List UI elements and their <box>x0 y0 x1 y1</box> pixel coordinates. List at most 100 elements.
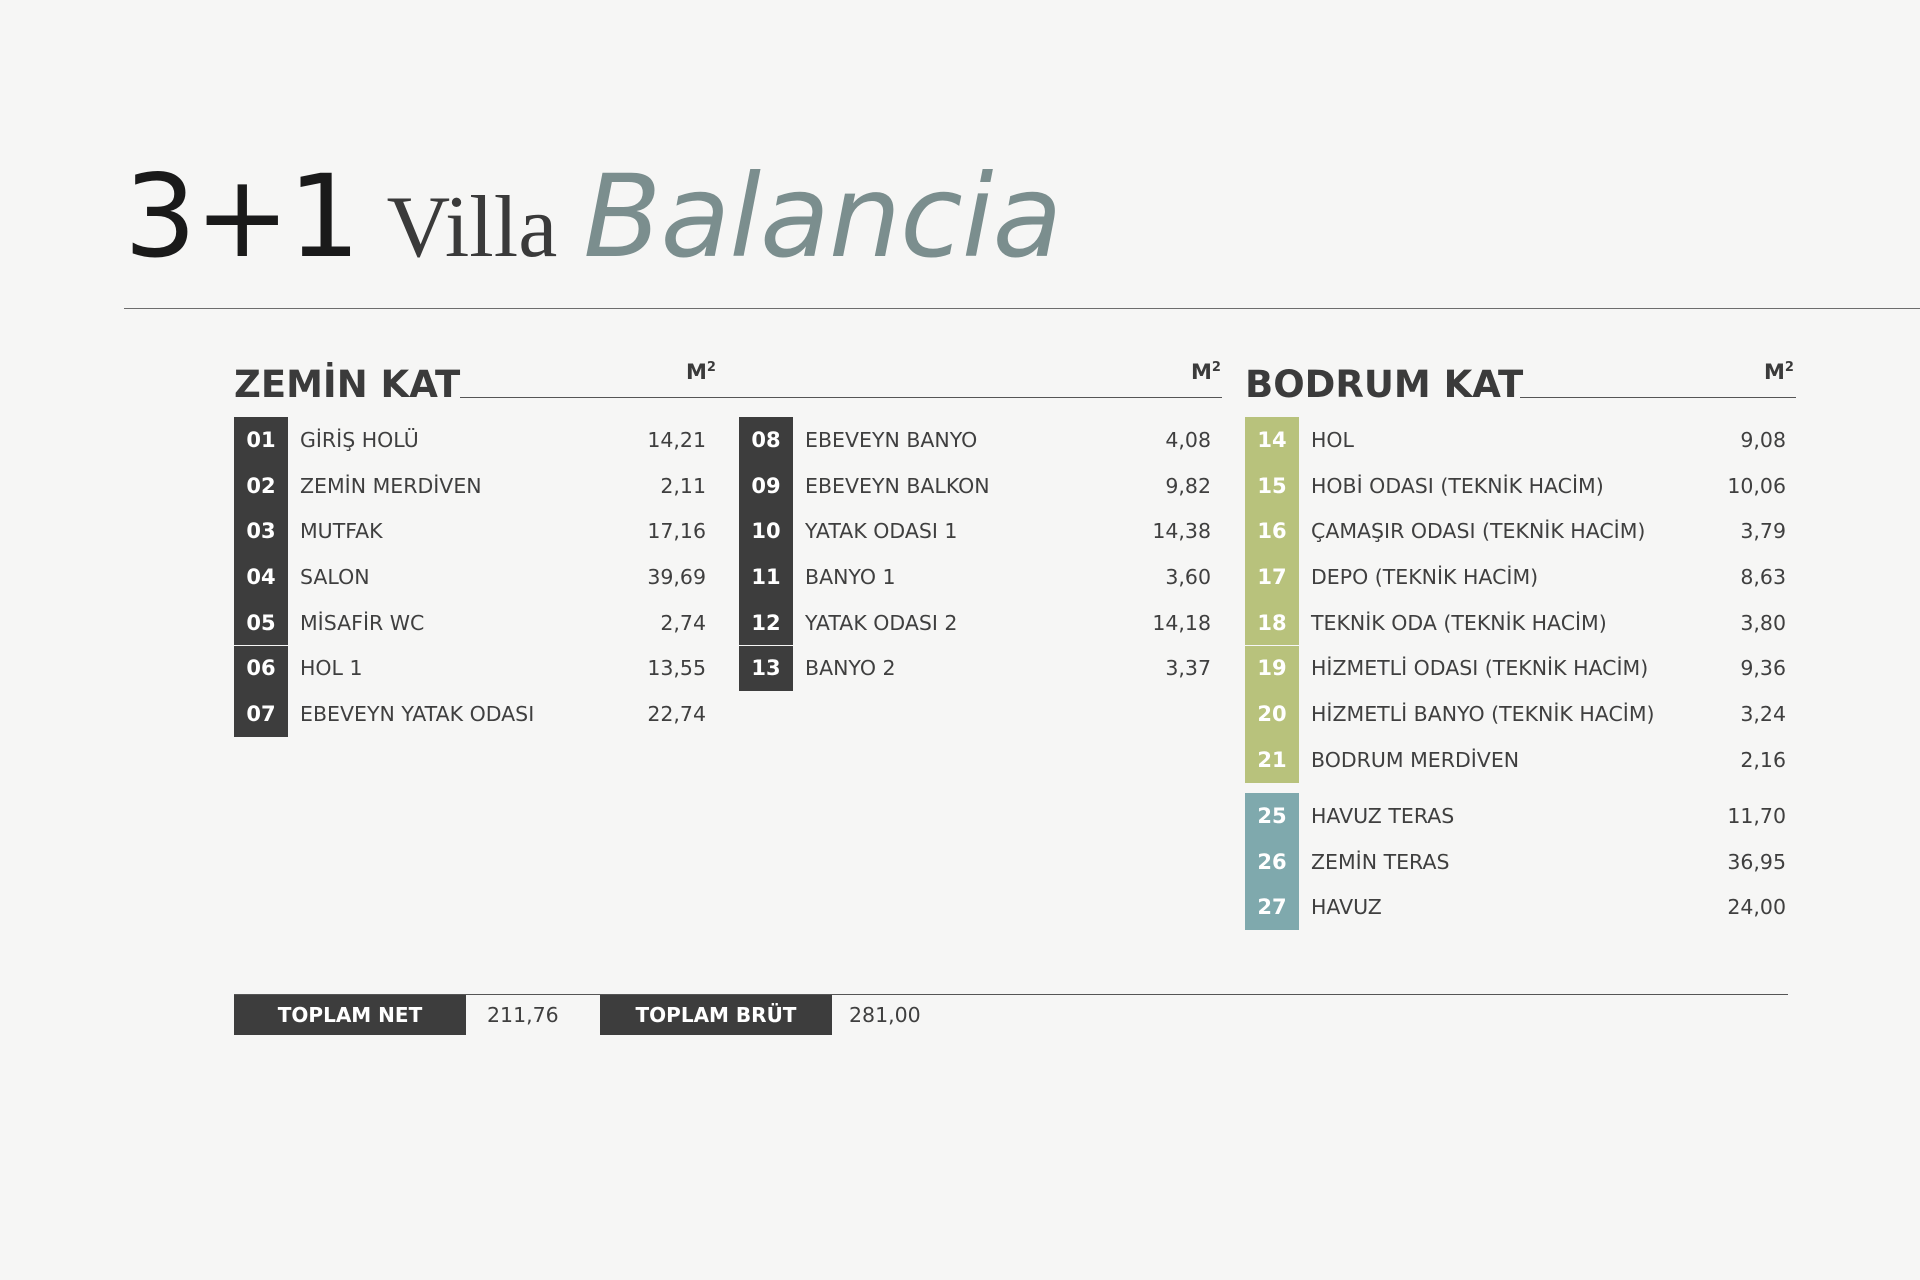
table-row: 27 HAVUZ 24,00 <box>1245 884 1786 931</box>
table-row: 08 EBEVEYN BANYO 4,08 <box>739 417 1211 463</box>
table-row: 07 EBEVEYN YATAK ODASI 22,74 <box>234 691 706 737</box>
room-number: 12 <box>739 599 793 646</box>
section-divider-zemin <box>460 397 1222 398</box>
room-area: 10,06 <box>1727 473 1786 498</box>
room-number: 02 <box>234 462 288 509</box>
room-name: ZEMİN TERAS <box>1311 849 1450 874</box>
section-title-bodrum: BODRUM KAT <box>1245 363 1524 406</box>
room-number: 18 <box>1245 599 1299 646</box>
table-row: 26 ZEMİN TERAS 36,95 <box>1245 838 1786 885</box>
room-area: 2,16 <box>1740 747 1786 772</box>
room-name: EBEVEYN BANYO <box>805 427 978 452</box>
room-name: HOL <box>1311 427 1354 452</box>
table-row: 25 HAVUZ TERAS 11,70 <box>1245 793 1786 839</box>
room-number: 09 <box>739 462 793 509</box>
room-name: HOBİ ODASI (TEKNİK HACİM) <box>1311 473 1604 498</box>
title-divider <box>124 308 1920 309</box>
table-row: 03 MUTFAK 17,16 <box>234 508 706 555</box>
room-area: 3,79 <box>1740 519 1786 544</box>
section-title-zemin: ZEMİN KAT <box>234 363 461 406</box>
room-number: 27 <box>1245 884 1299 931</box>
room-number: 25 <box>1245 793 1299 839</box>
room-number: 01 <box>234 417 288 463</box>
section-divider-bodrum <box>1520 397 1796 398</box>
table-row: 11 BANYO 1 3,60 <box>739 554 1211 600</box>
room-name: HAVUZ <box>1311 895 1382 920</box>
room-name: HAVUZ TERAS <box>1311 803 1455 828</box>
room-number: 06 <box>234 645 288 692</box>
room-area: 9,36 <box>1740 656 1786 681</box>
room-number: 15 <box>1245 462 1299 509</box>
room-number: 03 <box>234 508 288 555</box>
title-villa-name: Balancia <box>583 150 1062 283</box>
table-row: 20 HİZMETLİ BANYO (TEKNİK HACİM) 3,24 <box>1245 691 1786 737</box>
room-area: 3,24 <box>1740 702 1786 727</box>
room-area: 22,74 <box>647 702 706 727</box>
room-area: 3,60 <box>1165 564 1211 589</box>
room-name: MUTFAK <box>300 519 383 544</box>
table-row: 19 HİZMETLİ ODASI (TEKNİK HACİM) 9,36 <box>1245 645 1786 692</box>
room-area: 9,82 <box>1165 473 1211 498</box>
room-number: 08 <box>739 417 793 463</box>
room-name: EBEVEYN YATAK ODASI <box>300 702 535 727</box>
table-row: 01 GİRİŞ HOLÜ 14,21 <box>234 417 706 463</box>
room-number: 17 <box>1245 554 1299 600</box>
title-layout-type: 3+1 <box>124 150 361 283</box>
room-name: EBEVEYN BALKON <box>805 473 990 498</box>
room-number: 21 <box>1245 736 1299 783</box>
table-row: 06 HOL 1 13,55 <box>234 645 706 692</box>
room-name: BANYO 2 <box>805 656 896 681</box>
room-number: 19 <box>1245 645 1299 692</box>
table-row: 14 HOL 9,08 <box>1245 417 1786 463</box>
room-area: 11,70 <box>1727 803 1786 828</box>
table-row: 12 YATAK ODASI 2 14,18 <box>739 599 1211 646</box>
room-area: 14,21 <box>647 427 706 452</box>
table-row: 09 EBEVEYN BALKON 9,82 <box>739 462 1211 509</box>
room-name: GİRİŞ HOLÜ <box>300 427 419 452</box>
room-name: YATAK ODASI 2 <box>805 610 958 635</box>
room-area: 4,08 <box>1165 427 1211 452</box>
room-area: 9,08 <box>1740 427 1786 452</box>
table-row: 16 ÇAMAŞIR ODASI (TEKNİK HACİM) 3,79 <box>1245 508 1786 555</box>
room-name: DEPO (TEKNİK HACİM) <box>1311 564 1539 589</box>
table-row: 05 MİSAFİR WC 2,74 <box>234 599 706 646</box>
total-gross-label: TOPLAM BRÜT <box>600 995 832 1035</box>
table-row: 17 DEPO (TEKNİK HACİM) 8,63 <box>1245 554 1786 600</box>
room-area: 2,74 <box>660 610 706 635</box>
unit-label-col1: M2 <box>686 360 716 384</box>
room-number: 26 <box>1245 838 1299 885</box>
total-gross-value: 281,00 <box>849 1003 921 1027</box>
room-name: SALON <box>300 564 370 589</box>
room-area: 14,18 <box>1152 610 1211 635</box>
unit-label-col2: M2 <box>1191 360 1221 384</box>
room-name: HİZMETLİ ODASI (TEKNİK HACİM) <box>1311 656 1649 681</box>
room-area: 8,63 <box>1740 564 1786 589</box>
total-net-label: TOPLAM NET <box>234 995 466 1035</box>
room-name: TEKNİK ODA (TEKNİK HACİM) <box>1311 610 1607 635</box>
room-name: HOL 1 <box>300 656 363 681</box>
room-number: 07 <box>234 691 288 737</box>
title-villa: Villa <box>386 179 558 276</box>
table-row: 13 BANYO 2 3,37 <box>739 645 1211 692</box>
room-number: 16 <box>1245 508 1299 555</box>
room-number: 14 <box>1245 417 1299 463</box>
room-number: 20 <box>1245 691 1299 737</box>
totals-divider <box>234 994 1788 995</box>
room-name: BODRUM MERDİVEN <box>1311 747 1520 772</box>
room-name: HİZMETLİ BANYO (TEKNİK HACİM) <box>1311 702 1655 727</box>
room-area: 17,16 <box>647 519 706 544</box>
room-area: 3,37 <box>1165 656 1211 681</box>
room-area: 2,11 <box>660 473 706 498</box>
table-row: 02 ZEMİN MERDİVEN 2,11 <box>234 462 706 509</box>
room-name: YATAK ODASI 1 <box>805 519 958 544</box>
room-name: MİSAFİR WC <box>300 610 425 635</box>
room-number: 04 <box>234 554 288 600</box>
room-area: 24,00 <box>1727 895 1786 920</box>
room-area: 39,69 <box>647 564 706 589</box>
table-row: 04 SALON 39,69 <box>234 554 706 600</box>
table-row: 21 BODRUM MERDİVEN 2,16 <box>1245 736 1786 783</box>
room-name: ZEMİN MERDİVEN <box>300 473 482 498</box>
room-number: 13 <box>739 645 793 692</box>
total-net-value: 211,76 <box>487 1003 559 1027</box>
unit-label-col3: M2 <box>1764 360 1794 384</box>
